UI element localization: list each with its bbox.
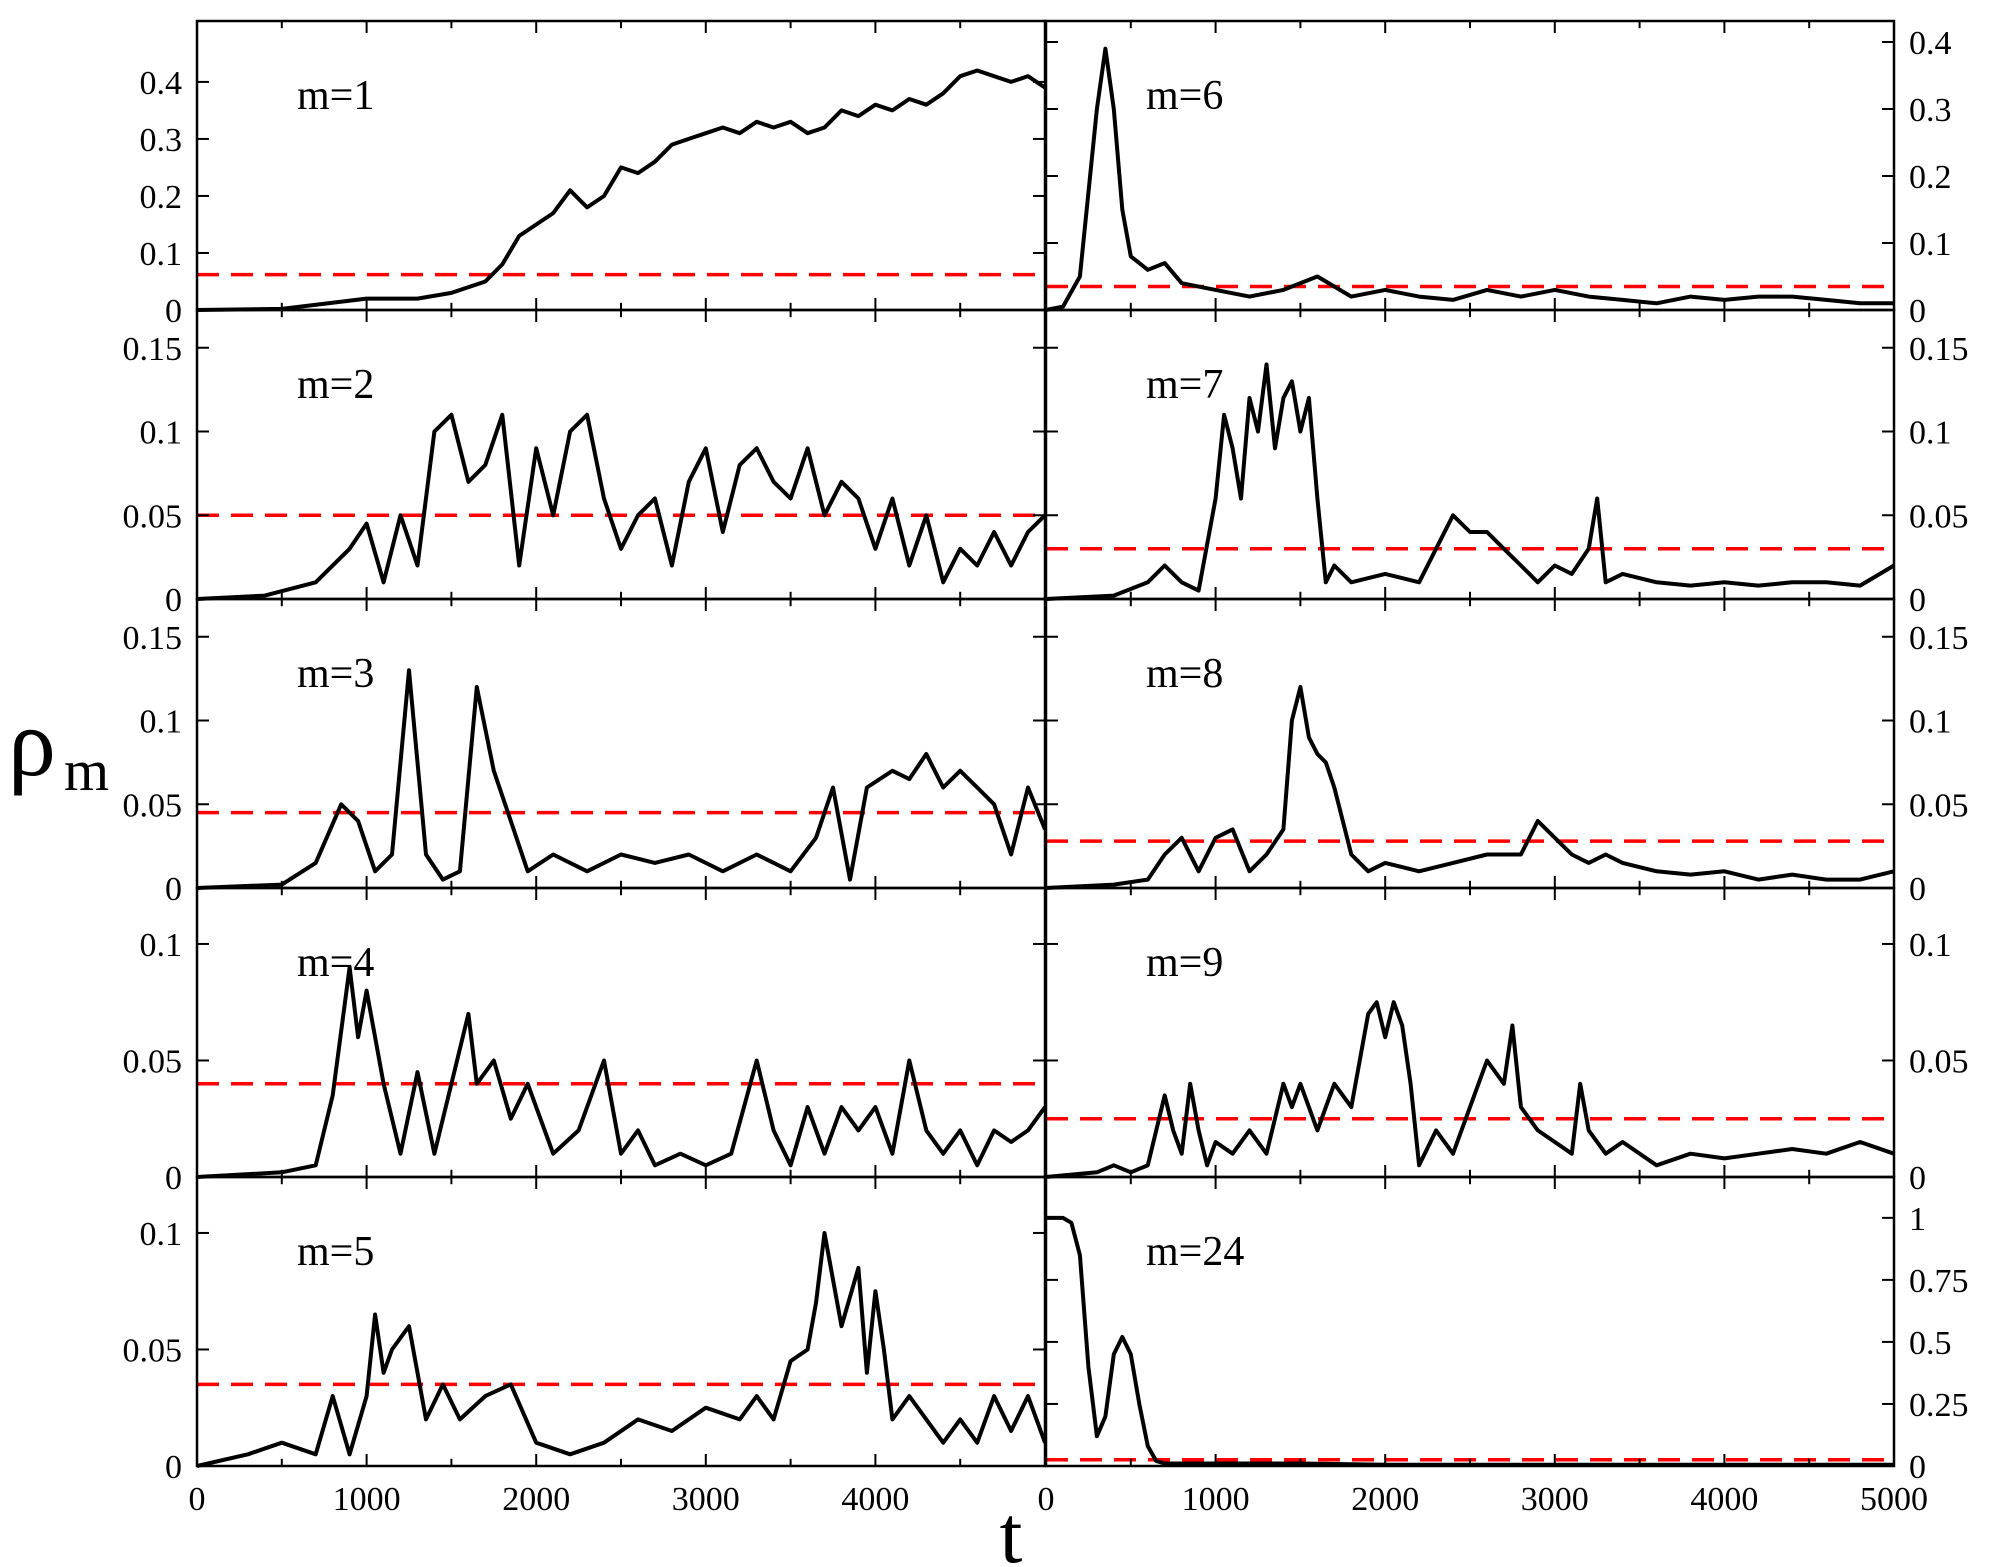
x-tick-label: 3000 [1521, 1481, 1589, 1518]
data-series [1045, 362, 1896, 601]
x-axis-label: t [1000, 1489, 1023, 1567]
panel-frame [1044, 19, 1896, 312]
panel-label: m=7 [1146, 362, 1223, 408]
x-tick-label: 4000 [1690, 1481, 1758, 1518]
y-tick-label: 0 [165, 293, 182, 330]
x-tick-label: 3000 [672, 1481, 740, 1518]
y-tick-label: 0.05 [123, 787, 183, 824]
y-tick-label: 0.1 [140, 1216, 183, 1253]
panel-m24: 0 0.25 0.5 0.75 1 m=24 [1044, 1175, 1969, 1486]
y-tick-label: 0 [1909, 1160, 1926, 1197]
x-tick-label: 2000 [502, 1481, 570, 1518]
y-tick-label: 0 [1909, 1449, 1926, 1486]
y-tick-label: 0.15 [123, 331, 183, 368]
y-tick-label: 0.1 [1909, 704, 1952, 741]
y-tick-label: 0.3 [140, 122, 183, 159]
y-tick-label: 0 [1909, 582, 1926, 619]
y-tick-label: 0 [1909, 871, 1926, 908]
panel-m2: 0 0.05 0.1 0.15 m=2 [123, 308, 1047, 619]
panel-frame [1044, 308, 1896, 601]
panel-m1: 0 0.1 0.2 0.3 0.4 m=1 [140, 19, 1047, 330]
x-tick-label: 4000 [841, 1481, 909, 1518]
y-tick-label: 0.4 [140, 65, 183, 102]
panels: 00.10.20.30.4 m=100.050.10.15m=200.050.10… [123, 19, 1969, 1486]
y-tick-label: 0 [165, 1449, 182, 1486]
panel-m9: 0 0.05 0.1 m=9 [1044, 886, 1969, 1197]
panel-label: m=2 [297, 362, 374, 408]
data-series [1045, 46, 1894, 312]
panel-m4: 0 0.05 0.1 m=4 [123, 886, 1047, 1197]
panel-m3: 0 0.05 0.1 0.15 m=3 [123, 597, 1047, 908]
panel-frame [1044, 1175, 1896, 1468]
y-tick-label: 0.2 [140, 179, 183, 216]
panel-label: m=6 [1146, 73, 1223, 119]
y-tick-label: 0 [165, 871, 182, 908]
y-tick-label: 0.1 [1909, 226, 1952, 263]
x-tick-label: 0 [1038, 1481, 1055, 1518]
panel-label: m=9 [1146, 940, 1223, 986]
y-tick-label: 0.05 [123, 498, 183, 535]
data-series [196, 412, 1047, 601]
data-series [196, 668, 1047, 890]
data-series [196, 1231, 1047, 1468]
panel-frame [195, 308, 1047, 601]
y-tick-label: 0.05 [123, 1043, 183, 1080]
panel-label: m=1 [297, 73, 374, 119]
y-tick-label: 0.05 [123, 1332, 183, 1369]
data-series [1045, 685, 1895, 890]
y-tick-label: 0.1 [140, 704, 183, 741]
data-series [1045, 1000, 1895, 1179]
y-tick-label: 0.1 [140, 415, 183, 452]
x-tick-label: 0 [189, 1481, 206, 1518]
y-tick-label: 0.1 [1909, 927, 1952, 964]
panel-label: m=24 [1146, 1229, 1244, 1275]
y-tick-label: 0 [165, 582, 182, 619]
y-tick-label: 0.1 [1909, 415, 1952, 452]
panel-m8: 0 0.05 0.1 0.15 m=8 [1044, 597, 1969, 908]
y-tick-label: 0.4 [1909, 25, 1952, 62]
y-tick-label: 0.05 [1909, 498, 1969, 535]
x-tick-label: 2000 [1351, 1481, 1419, 1518]
y-tick-label: 0.2 [1909, 159, 1952, 196]
data-series [1046, 1215, 1894, 1467]
y-tick-label: 0.15 [123, 620, 183, 657]
x-tick-label: 5000 [1860, 1481, 1928, 1518]
x-axis-tick-labels: 0 1000 2000 3000 4000 0 1000 2000 3000 4000 5000 [189, 1481, 1929, 1518]
data-series [196, 68, 1047, 312]
panel-m5: 0 0.05 0.1 m=5 [123, 1175, 1047, 1486]
y-tick-label: 0.1 [140, 236, 183, 273]
y-tick-label: 0 [1909, 293, 1926, 330]
y-axis-label-subscript: m [64, 738, 109, 803]
y-tick-label: 0.1 [140, 927, 183, 964]
panel-label: m=4 [297, 940, 374, 986]
y-tick-label: 0.3 [1909, 92, 1952, 129]
panel-label: m=3 [297, 651, 374, 697]
y-tick-label: 0.05 [1909, 1043, 1969, 1080]
panel-label: m=8 [1146, 651, 1223, 697]
x-tick-label: 1000 [1182, 1481, 1250, 1518]
y-tick-label: 0.15 [1909, 620, 1969, 657]
panel-m6: 0 0.1 0.2 0.3 0.4 m=6 [1044, 19, 1952, 330]
y-tick-label: 1 [1909, 1201, 1926, 1238]
y-axis-label: ρ [8, 689, 56, 796]
y-tick-label: 0.15 [1909, 331, 1969, 368]
data-series [196, 965, 1047, 1179]
panel-m7: 0 0.05 0.1 0.15 m=7 [1044, 308, 1969, 619]
y-tick-label: 0.25 [1909, 1387, 1969, 1424]
y-tick-label: 0 [165, 1160, 182, 1197]
x-tick-label: 1000 [333, 1481, 401, 1518]
y-tick-label: 0.05 [1909, 787, 1969, 824]
y-tick-label: 0.75 [1909, 1263, 1969, 1300]
y-tick-label: 0.5 [1909, 1325, 1952, 1362]
panel-label: m=5 [297, 1229, 374, 1275]
